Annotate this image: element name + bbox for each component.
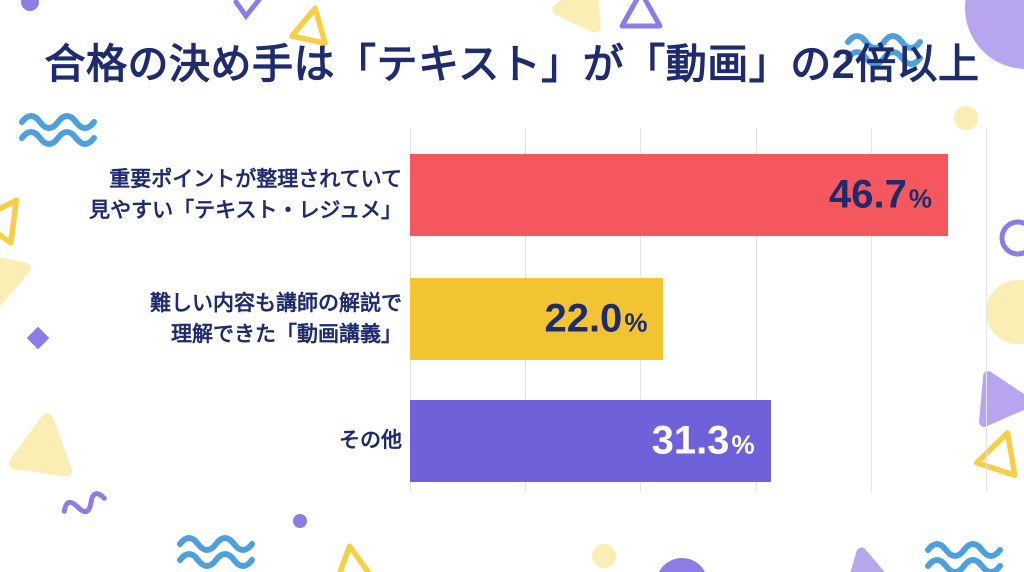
pale-circle-icon xyxy=(986,280,1024,344)
pale-triangle-icon xyxy=(552,0,601,33)
plot-area: 46.7% 22.0% 31.3% xyxy=(410,128,987,492)
purple-zigzag-icon xyxy=(233,0,263,21)
bar-video-lecture: 22.0% xyxy=(410,278,664,360)
value-label: 22.0% xyxy=(544,296,648,341)
purple-dot-icon xyxy=(293,514,307,528)
purple-semicircle-icon xyxy=(658,558,706,572)
wave-lines-icon xyxy=(177,535,255,569)
pale-dot-icon xyxy=(954,106,978,130)
purple-squiggle-icon xyxy=(61,491,107,515)
bar-text-resume: 46.7% xyxy=(410,154,948,236)
lavender-triangle-icon xyxy=(979,371,1024,427)
purple-dot-icon xyxy=(21,0,39,11)
purple-ring-icon xyxy=(999,219,1024,257)
gridline xyxy=(870,128,872,492)
chart-title: 合格の決め手は「テキスト」が「動画」の2倍以上 xyxy=(44,41,980,87)
wave-lines-icon xyxy=(925,541,1003,572)
yellow-triangle-icon xyxy=(332,543,378,572)
category-label-video-lecture: 難しい内容も講師の解説で 理解できた「動画講義」 xyxy=(150,291,402,347)
pale-dot-icon xyxy=(592,544,616,568)
value-label: 46.7% xyxy=(828,172,932,217)
purple-triangle-icon xyxy=(619,0,663,29)
gridline xyxy=(755,128,757,492)
lavender-triangle-icon xyxy=(840,547,902,572)
bar-other: 31.3% xyxy=(410,400,771,482)
value-label: 31.3% xyxy=(651,418,755,463)
gridline xyxy=(986,128,987,492)
category-label-text-resume: 重要ポイントが整理されていて 見やすい「テキスト・レジュメ」 xyxy=(89,167,402,223)
pale-triangle-icon xyxy=(0,252,31,310)
category-label-other: その他 xyxy=(339,429,402,453)
wave-lines-icon xyxy=(19,113,97,147)
